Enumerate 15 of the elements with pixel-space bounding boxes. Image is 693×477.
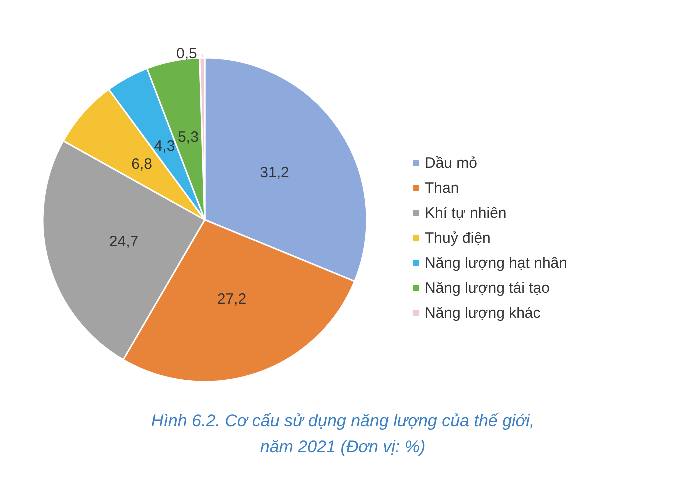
legend-label: Năng lượng tái tạo <box>425 280 550 297</box>
legend-label: Năng lượng khác <box>425 305 542 322</box>
legend-label: Thuỷ điện <box>425 230 491 247</box>
data-label: 4,3 <box>154 138 176 155</box>
data-label: 31,2 <box>260 164 290 182</box>
data-label: 0,5 <box>176 46 198 63</box>
text: Hình 6.2. Cơ cấu sử dụng năng lượng của thế giới, năm 2021 (Đơn vị: %) <box>151 412 535 456</box>
legend-label: Dầu mỏ <box>425 155 478 172</box>
legend-label: Than <box>425 180 460 197</box>
legend-label: Khí tự nhiên <box>425 205 507 222</box>
data-label: 6,8 <box>132 156 152 173</box>
data-label: 5,3 <box>178 129 199 146</box>
data-label: 24,7 <box>109 234 139 251</box>
data-label: 27,2 <box>217 291 247 308</box>
legend-label: Năng lượng hạt nhân <box>425 255 568 272</box>
